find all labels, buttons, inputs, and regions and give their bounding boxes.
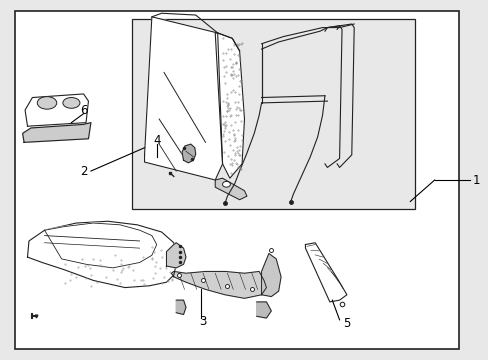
Polygon shape bbox=[305, 243, 346, 302]
Polygon shape bbox=[256, 302, 271, 318]
Text: 2: 2 bbox=[80, 165, 87, 177]
Polygon shape bbox=[22, 123, 91, 142]
Polygon shape bbox=[215, 33, 244, 178]
Text: 3: 3 bbox=[199, 315, 206, 328]
Text: 6: 6 bbox=[80, 104, 87, 117]
Polygon shape bbox=[166, 243, 185, 268]
Polygon shape bbox=[182, 144, 195, 163]
Text: 1: 1 bbox=[471, 174, 479, 186]
Polygon shape bbox=[171, 271, 266, 298]
Polygon shape bbox=[176, 300, 185, 315]
Bar bbox=[132, 19, 414, 209]
Text: 5: 5 bbox=[343, 317, 350, 330]
Polygon shape bbox=[44, 223, 157, 268]
Polygon shape bbox=[144, 17, 222, 180]
Polygon shape bbox=[261, 253, 281, 297]
Ellipse shape bbox=[63, 98, 80, 108]
Polygon shape bbox=[215, 178, 246, 200]
Circle shape bbox=[222, 181, 230, 187]
Polygon shape bbox=[27, 221, 176, 288]
Polygon shape bbox=[25, 94, 88, 126]
Ellipse shape bbox=[37, 96, 57, 109]
Text: 4: 4 bbox=[153, 134, 160, 147]
